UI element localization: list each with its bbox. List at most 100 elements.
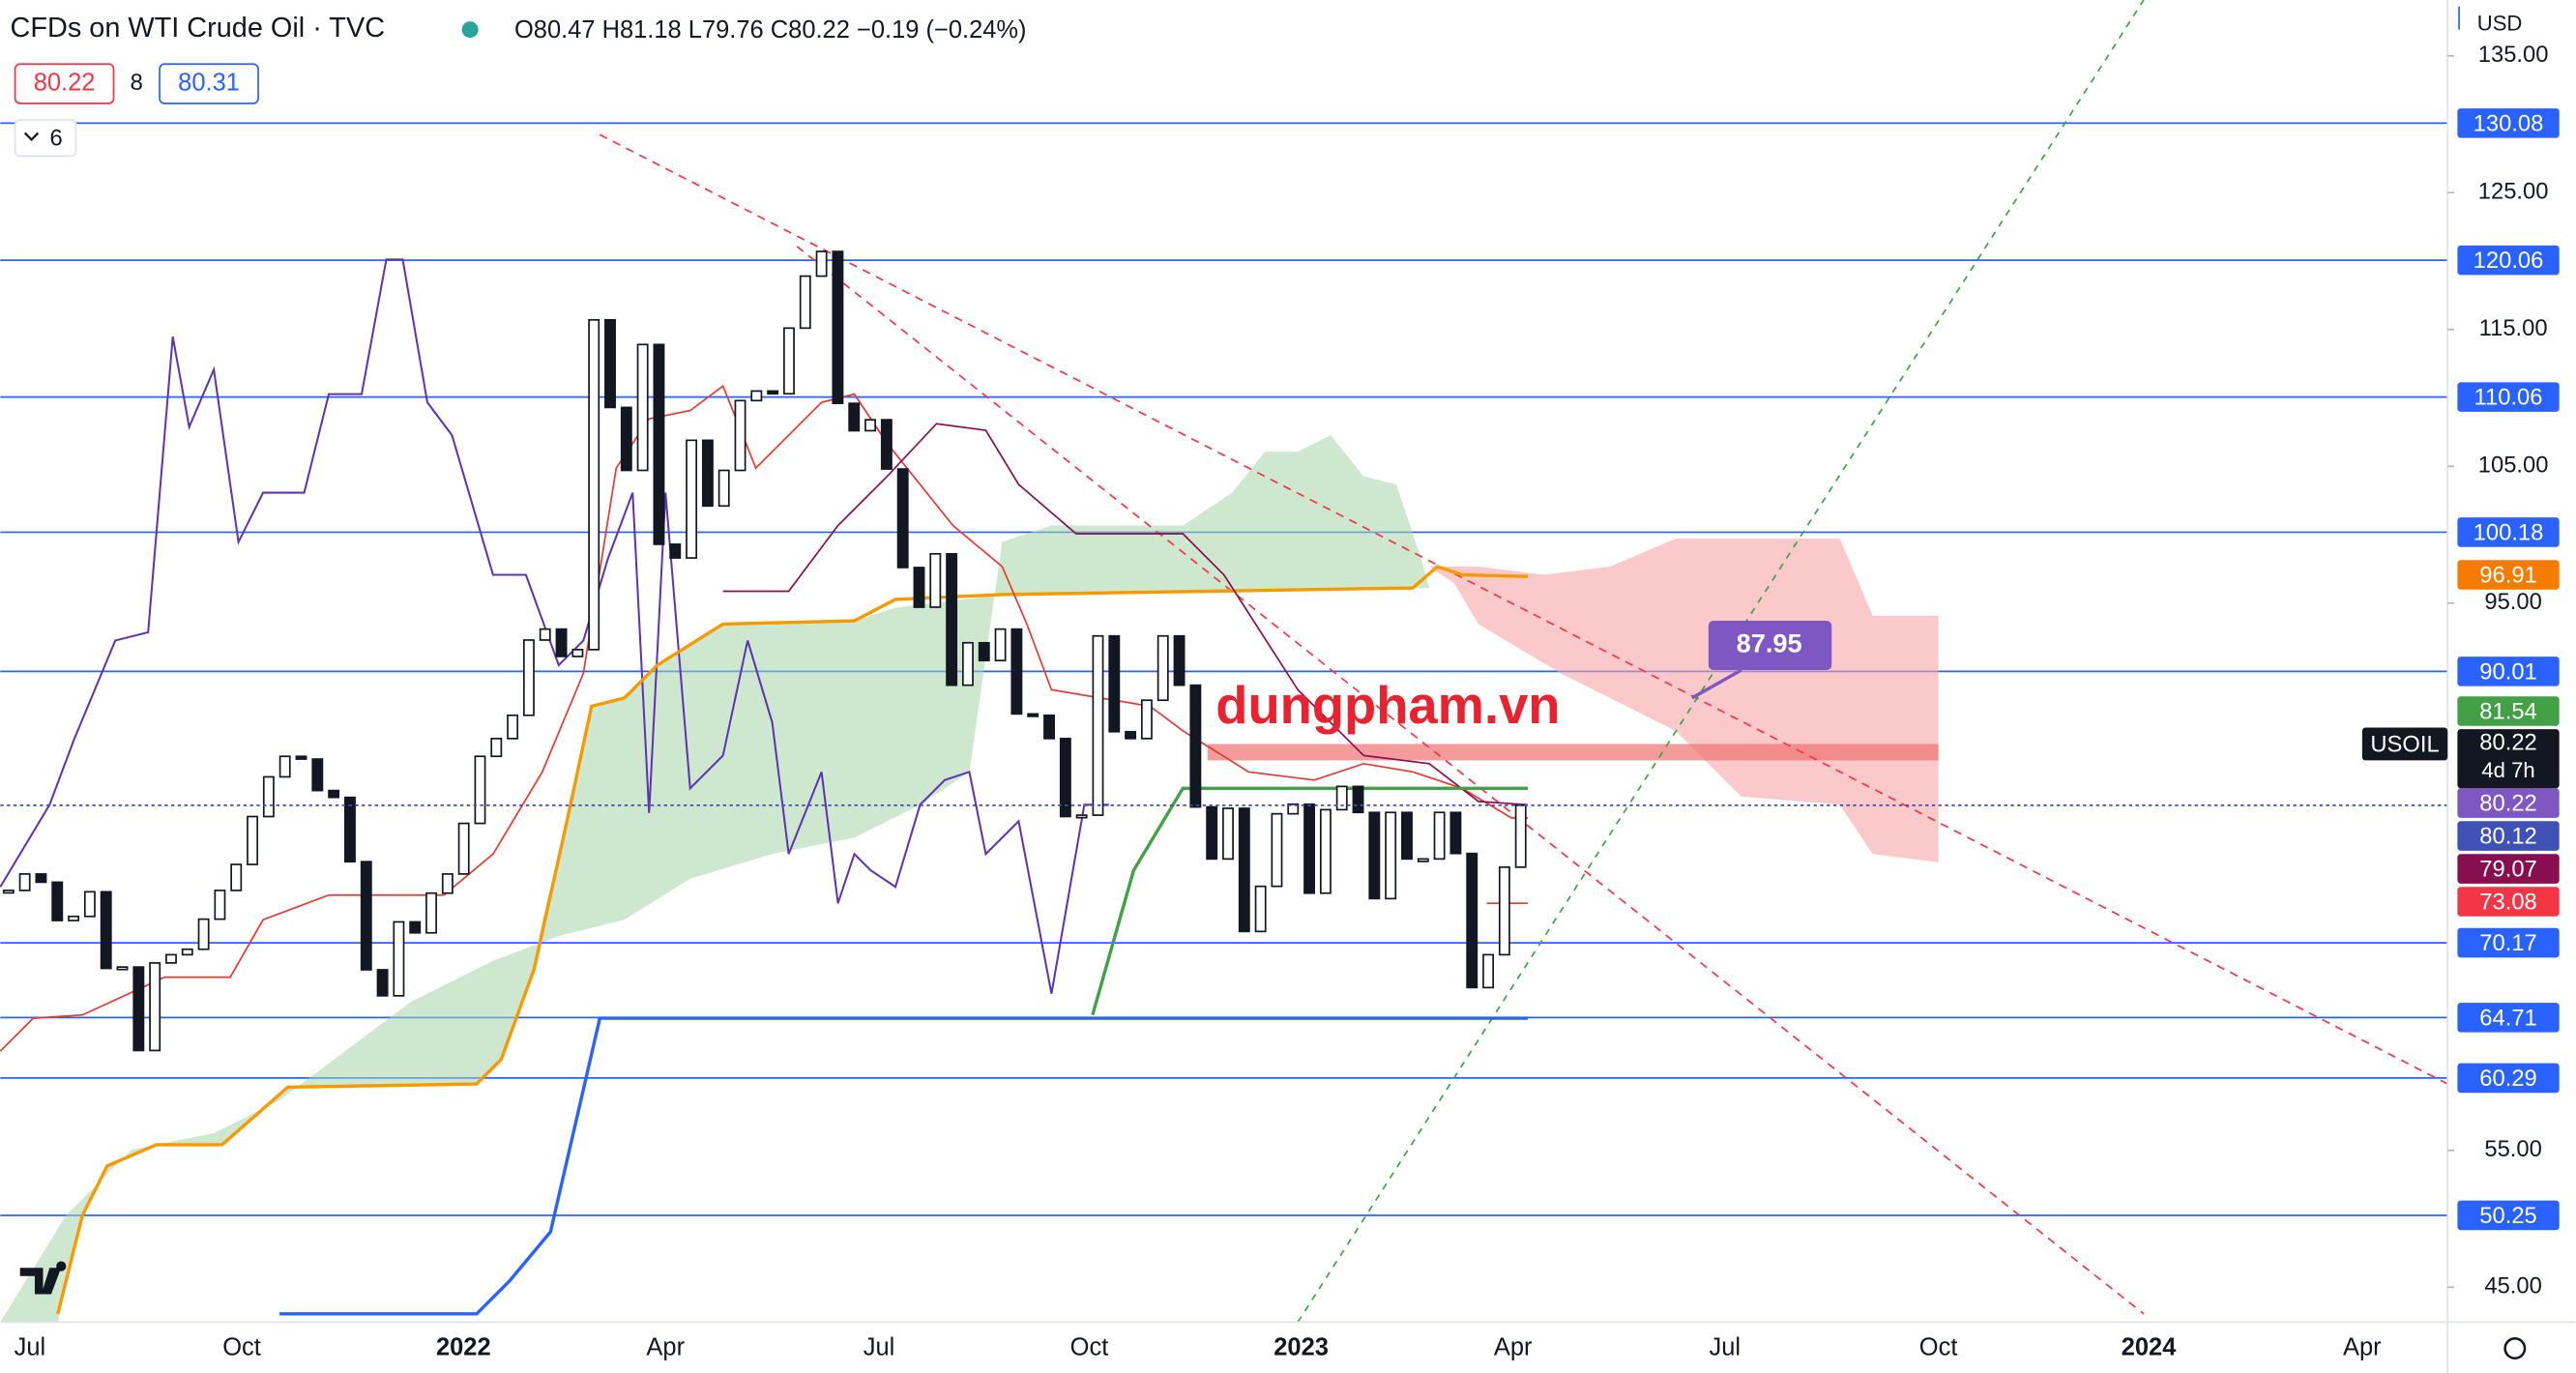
candle xyxy=(686,439,698,559)
symbol-tag: USOIL xyxy=(2370,731,2439,757)
candle xyxy=(262,775,275,818)
candle xyxy=(278,755,291,778)
senkou-b-line xyxy=(722,423,1529,806)
indicator-label-bg xyxy=(2457,854,2560,884)
candle xyxy=(1173,634,1186,686)
candle xyxy=(1449,811,1462,855)
candle xyxy=(978,641,990,662)
x-tick-label: 2024 xyxy=(2122,1333,2177,1360)
settings-icon[interactable] xyxy=(2503,1337,2527,1359)
candle xyxy=(1027,713,1039,717)
indicator-label-bg xyxy=(2457,560,2560,590)
candle xyxy=(880,419,893,470)
indicator-label-bg xyxy=(2457,696,2560,726)
candle xyxy=(1482,953,1495,989)
candle xyxy=(1156,634,1169,702)
candle xyxy=(441,873,454,894)
level-label: 60.29 xyxy=(2479,1066,2536,1092)
symbol-title: CFDs on WTI Crude Oil · TVC xyxy=(11,13,386,44)
indicators-toggle[interactable] xyxy=(14,119,77,158)
indicator-label: 73.08 xyxy=(2479,889,2536,915)
candle xyxy=(507,714,519,740)
candle xyxy=(1433,811,1446,861)
x-tick-label: Jul xyxy=(1710,1333,1742,1360)
indicator-label: 79.07 xyxy=(2479,857,2536,883)
candle xyxy=(1287,803,1300,815)
candle xyxy=(799,275,811,330)
spread: 8 xyxy=(131,70,143,96)
level-label: 120.06 xyxy=(2474,248,2544,274)
last-price: 80.22 xyxy=(2479,730,2536,756)
candle xyxy=(425,891,437,934)
candle xyxy=(214,890,226,920)
x-tick-label: Jul xyxy=(15,1333,46,1360)
level-label: 100.18 xyxy=(2474,519,2544,545)
y-tick-label: 115.00 xyxy=(2479,315,2548,341)
candle xyxy=(1319,808,1332,894)
level-label-bg xyxy=(2457,108,2560,138)
ohlc: O80.47 H81.18 L79.76 C80.22 −0.19 (−0.24… xyxy=(514,16,1027,44)
candle xyxy=(1368,811,1381,900)
indicator-label: 80.22 xyxy=(2479,791,2536,817)
candle xyxy=(393,920,405,997)
resistance-zone xyxy=(1207,744,1939,761)
y-tick-label: 135.00 xyxy=(2478,42,2549,68)
level-label-bg xyxy=(2457,245,2560,276)
support-line xyxy=(279,1016,1528,1316)
candle xyxy=(474,755,486,825)
candle xyxy=(783,327,795,395)
candle xyxy=(1010,628,1023,716)
candle xyxy=(717,469,730,508)
tenkan-line xyxy=(0,384,1528,1052)
candle xyxy=(1189,684,1202,808)
x-tick-label: Oct xyxy=(1070,1333,1109,1360)
candle xyxy=(1498,865,1510,956)
symbol-tag-bg xyxy=(2361,727,2448,761)
candle xyxy=(1059,737,1071,818)
callout-box xyxy=(1708,621,1832,671)
candle xyxy=(68,915,80,921)
x-tick-label: Apr xyxy=(1494,1333,1533,1360)
candle xyxy=(295,755,307,760)
candle xyxy=(165,953,177,964)
candle xyxy=(1254,885,1267,933)
candle xyxy=(701,439,714,508)
x-tick-label: 2023 xyxy=(1273,1333,1329,1360)
candle xyxy=(1303,803,1316,894)
candle xyxy=(1335,785,1348,811)
x-tick-label: Oct xyxy=(222,1333,261,1360)
candle xyxy=(328,789,340,799)
candle xyxy=(734,399,746,472)
level-label-bg xyxy=(2457,517,2560,547)
currency[interactable]: USD xyxy=(2477,11,2523,35)
level-label: 50.25 xyxy=(2479,1203,2536,1229)
countdown: 4d 7h xyxy=(2481,758,2534,782)
y-tick-label: 45.00 xyxy=(2484,1273,2541,1300)
candle xyxy=(1075,814,1088,819)
candle xyxy=(571,649,584,657)
indicator-label: 96.91 xyxy=(2479,562,2536,588)
sell-box[interactable] xyxy=(14,63,115,104)
candle xyxy=(848,402,861,432)
trend-line xyxy=(599,133,2448,1085)
y-tick-label: 55.00 xyxy=(2484,1136,2541,1162)
buy-box[interactable] xyxy=(159,63,259,104)
x-tick-label: Apr xyxy=(2343,1333,2382,1360)
level-label: 110.06 xyxy=(2474,385,2543,411)
indicator-label-bg xyxy=(2457,821,2560,851)
x-tick-label: Jul xyxy=(864,1333,895,1360)
candle xyxy=(604,318,616,409)
candle xyxy=(1401,811,1413,861)
level-label-bg xyxy=(2457,1200,2560,1231)
candle xyxy=(669,543,682,559)
candle xyxy=(1206,805,1218,861)
indicator-label: 80.12 xyxy=(2479,824,2536,850)
candle xyxy=(1108,634,1121,733)
candle xyxy=(116,966,129,971)
candle xyxy=(197,918,210,950)
level-label: 64.71 xyxy=(2479,1005,2536,1031)
candle xyxy=(100,891,112,970)
indicator-label-bg xyxy=(2457,887,2560,917)
candle xyxy=(490,737,503,758)
